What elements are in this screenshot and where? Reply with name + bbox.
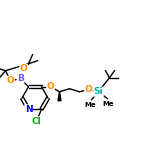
Text: Si: Si <box>94 87 103 96</box>
Polygon shape <box>58 92 61 101</box>
Text: N: N <box>25 105 32 114</box>
Text: Cl: Cl <box>32 117 41 126</box>
Text: O: O <box>47 82 54 91</box>
Text: O: O <box>7 76 14 85</box>
Text: O: O <box>20 64 27 73</box>
Text: B: B <box>17 74 24 83</box>
Text: Me: Me <box>85 102 96 108</box>
Text: O: O <box>85 85 92 94</box>
Text: Me: Me <box>103 101 114 107</box>
